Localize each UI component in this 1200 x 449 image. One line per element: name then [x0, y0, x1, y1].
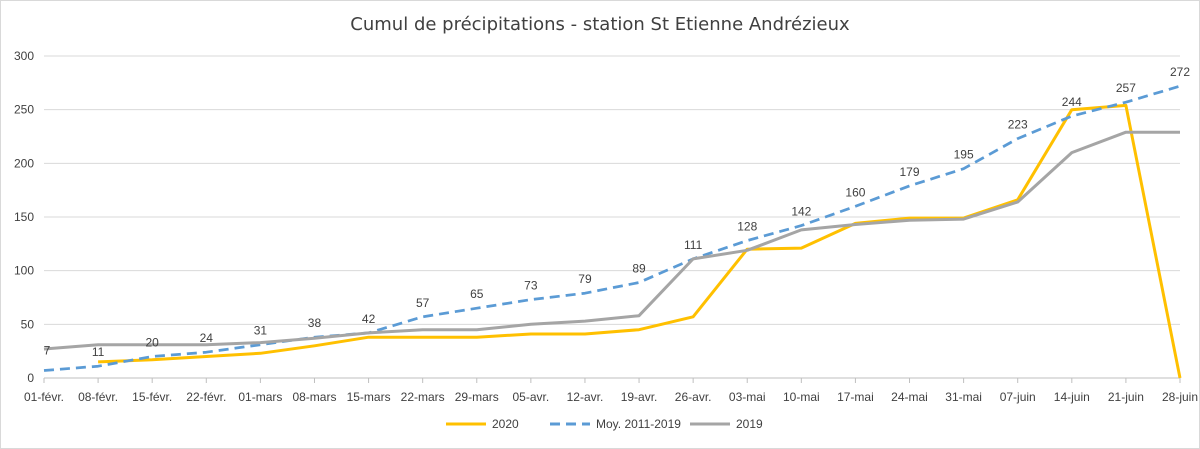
x-tick-label: 01-mars — [238, 390, 282, 404]
x-tick-label: 08-févr. — [78, 390, 118, 404]
series-lines — [43, 84, 1182, 379]
legend-label: 2020 — [492, 417, 519, 431]
data-label: 24 — [200, 331, 214, 345]
legend[interactable]: 2020 Moy. 2011-2019 2019 — [446, 417, 763, 431]
data-label: 160 — [845, 185, 865, 199]
data-label: 142 — [791, 205, 811, 219]
legend-item-1[interactable]: Moy. 2011-2019 — [550, 417, 681, 431]
x-tick-label: 26-avr. — [675, 390, 712, 404]
series-line-0 — [98, 103, 1182, 379]
data-label: 195 — [954, 148, 974, 162]
y-tick-label: 0 — [27, 371, 34, 385]
legend-label: Moy. 2011-2019 — [596, 417, 681, 431]
data-label: 20 — [146, 336, 160, 350]
y-tick-label: 100 — [14, 264, 34, 278]
x-tick-label: 08-mars — [292, 390, 336, 404]
x-tick-label: 31-mai — [945, 390, 982, 404]
x-tick-label: 12-avr. — [567, 390, 604, 404]
x-tick-label: 15-mars — [347, 390, 391, 404]
data-label: 128 — [737, 220, 757, 234]
x-axis: 01-févr. 08-févr. 15-févr. 22-févr. 01-mars 0… — [24, 377, 1198, 404]
data-label: 38 — [308, 316, 322, 330]
data-label: 223 — [1008, 118, 1028, 132]
x-tick-label: 28-juin — [1162, 390, 1198, 404]
series-line-2 — [43, 130, 1180, 351]
gridlines — [44, 55, 1180, 379]
data-label: 65 — [470, 287, 484, 301]
x-tick-label: 15-févr. — [132, 390, 172, 404]
data-label: 111 — [684, 238, 703, 252]
data-label: 7 — [44, 343, 51, 357]
data-label: 257 — [1116, 81, 1136, 95]
x-tick-label: 01-févr. — [24, 390, 64, 404]
data-label: 272 — [1170, 65, 1190, 79]
data-label: 57 — [416, 296, 430, 310]
x-tick-label: 21-juin — [1108, 390, 1144, 404]
y-axis: 0 50 100 150 200 250 300 — [14, 49, 34, 385]
x-tick-label: 03-mai — [729, 390, 766, 404]
data-label: 11 — [92, 345, 105, 359]
legend-label: 2019 — [736, 417, 763, 431]
data-label: 31 — [254, 324, 268, 338]
y-tick-label: 300 — [14, 49, 34, 63]
data-label: 73 — [524, 279, 538, 293]
y-tick-label: 200 — [14, 156, 34, 170]
x-tick-label: 24-mai — [891, 390, 928, 404]
x-tick-label: 29-mars — [455, 390, 499, 404]
y-tick-label: 50 — [21, 317, 35, 331]
data-label: 179 — [900, 165, 920, 179]
y-tick-label: 250 — [14, 103, 34, 117]
x-tick-label: 17-mai — [837, 390, 874, 404]
x-tick-label: 22-févr. — [186, 390, 226, 404]
x-tick-label: 05-avr. — [513, 390, 550, 404]
data-labels: 7 11 20 24 31 38 42 57 65 73 79 89 111 128 142 160 179 19… — [44, 65, 1191, 359]
y-tick-label: 150 — [14, 210, 34, 224]
chart-title: Cumul de précipitations - station St Eti… — [350, 14, 850, 35]
x-tick-label: 10-mai — [783, 390, 820, 404]
data-label: 79 — [578, 272, 592, 286]
x-tick-label: 19-avr. — [621, 390, 658, 404]
data-label: 42 — [362, 312, 376, 326]
data-label: 89 — [632, 261, 646, 275]
legend-item-0[interactable]: 2020 — [446, 417, 519, 431]
x-tick-label: 14-juin — [1054, 390, 1090, 404]
x-tick-label: 22-mars — [401, 390, 445, 404]
data-label: 244 — [1062, 95, 1082, 109]
x-tick-label: 07-juin — [1000, 390, 1036, 404]
series-line-1 — [43, 84, 1181, 372]
legend-item-2[interactable]: 2019 — [690, 417, 763, 431]
